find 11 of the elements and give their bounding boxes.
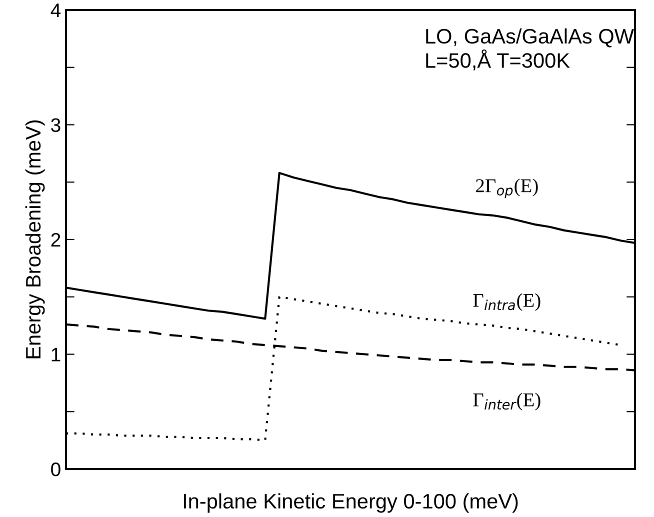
series-label: Γ$_{intra}$(E) (473, 293, 540, 311)
series-label: Γ$_{inter}$(E) (473, 392, 540, 410)
y-tick-label: 4 (50, 4, 61, 18)
y-tick-label: 0 (51, 462, 60, 476)
y-tick-label: 1 (52, 348, 60, 362)
y-axis-title: Energy Broadening (meV) (25, 120, 45, 358)
y-tick-label: 3 (51, 118, 60, 132)
series-label: 2Γ$_{op}$(E) (476, 178, 538, 198)
y-tick-label: 2 (51, 232, 60, 247)
x-axis-title: In-plane Kinetic Energy 0-100 (meV) (184, 493, 518, 513)
annotation: LO, GaAs/GaAlAs QW L=50,Å T=300K (426, 28, 634, 70)
